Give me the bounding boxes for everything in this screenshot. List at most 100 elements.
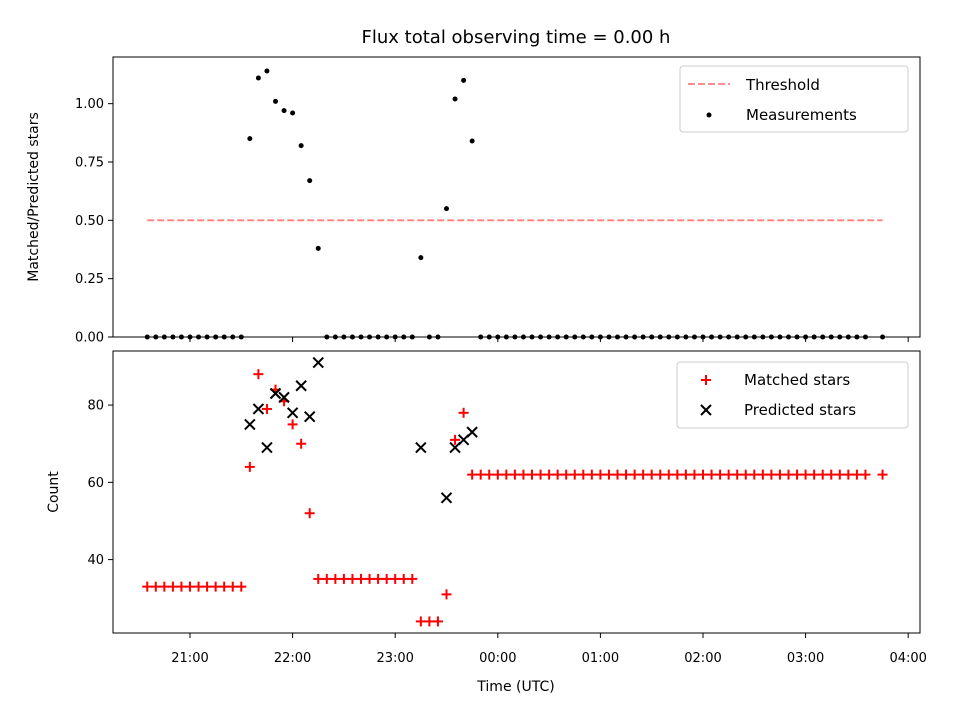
matched-star-point — [159, 581, 170, 592]
matched-star-point — [851, 469, 862, 480]
matched-star-point — [732, 469, 743, 480]
bottom-y-tick-label: 80 — [87, 399, 104, 414]
matched-star-point — [783, 469, 794, 480]
matched-star-point — [364, 573, 375, 584]
top-y-tick-label: 0.25 — [75, 272, 104, 287]
measurement-point — [298, 143, 304, 149]
matched-star-point — [415, 616, 426, 627]
bottom-y-ticks: 40 60 80 — [87, 399, 113, 568]
matched-star-point — [193, 581, 204, 592]
matched-star-point — [715, 469, 726, 480]
matched-star-point — [261, 403, 272, 414]
legend-measurements-label: Measurements — [746, 106, 857, 124]
legend-matched-swatch — [701, 375, 711, 385]
matched-star-point — [202, 581, 213, 592]
matched-star-point — [817, 469, 828, 480]
bottom-y-axis-label: Count — [46, 471, 62, 513]
measurement-point — [461, 77, 467, 83]
matched-star-point — [860, 469, 871, 480]
predicted-star-point — [261, 441, 273, 454]
matched-star-point — [766, 469, 777, 480]
bottom-y-tick-label: 60 — [87, 476, 104, 491]
predicted-star-point — [269, 387, 282, 400]
measurement-point — [247, 136, 253, 142]
matched-star-point — [689, 469, 700, 480]
matched-star-point — [603, 469, 614, 480]
matched-star-point — [458, 407, 469, 418]
x-tick-label: 21:00 — [171, 651, 208, 666]
matched-star-point — [518, 469, 529, 480]
matched-star-point — [244, 461, 255, 472]
matched-star-point — [561, 469, 572, 480]
measurement-point — [290, 110, 296, 116]
x-tick-label: 01:00 — [582, 651, 619, 666]
matched-star-point — [210, 581, 221, 592]
top-y-tick-label: 0.50 — [75, 214, 104, 229]
matched-star-point — [467, 469, 478, 480]
matched-star-point — [167, 581, 178, 592]
matched-star-point — [595, 469, 606, 480]
predicted-star-point — [466, 426, 478, 438]
bottom-plot-marks — [142, 356, 888, 627]
measurement-point — [444, 206, 449, 212]
matched-star-point — [800, 469, 811, 480]
measurement-point — [264, 68, 270, 74]
measurement-point — [255, 75, 261, 81]
matched-star-point — [698, 469, 708, 480]
matched-star-point — [723, 469, 734, 480]
matched-star-point — [347, 573, 358, 584]
x-tick-label: 04:00 — [889, 651, 926, 666]
x-tick-label: 22:00 — [274, 651, 311, 666]
matched-star-point — [826, 469, 837, 480]
measurement-point — [307, 178, 313, 184]
matched-star-point — [330, 573, 341, 584]
bottom-panel: Count Time (UTC) 40 60 80 21:00 22:00 23:00 0… — [46, 350, 927, 695]
top-plot-marks — [144, 68, 886, 340]
predicted-star-point — [303, 410, 316, 423]
matched-star-point — [432, 616, 443, 627]
bottom-legend: Matched stars Predicted stars — [676, 361, 909, 429]
top-y-tick-label: 0.75 — [75, 156, 104, 171]
matched-star-point — [475, 469, 486, 480]
matched-star-point — [586, 469, 597, 480]
legend-threshold-label: Threshold — [745, 76, 820, 94]
predicted-star-point — [415, 441, 427, 454]
x-tick-label: 03:00 — [787, 651, 824, 666]
matched-star-point — [501, 469, 512, 480]
measurement-point — [315, 245, 321, 251]
bottom-axes-frame — [112, 350, 921, 634]
measurement-point — [273, 98, 278, 104]
matched-star-point — [492, 469, 503, 480]
matched-star-point — [544, 469, 555, 480]
matched-star-point — [552, 469, 563, 480]
matched-star-point — [176, 581, 187, 592]
legend-predicted-label: Predicted stars — [744, 401, 856, 419]
bottom-x-ticks: 21:00 22:00 23:00 00:00 01:00 02:00 03:00 04:00 — [171, 633, 927, 666]
matched-star-point — [646, 469, 657, 480]
matched-star-point — [390, 573, 401, 584]
matched-star-point — [672, 469, 683, 480]
matched-star-point — [150, 581, 161, 592]
predicted-star-point — [244, 418, 256, 431]
measurement-point — [469, 138, 475, 144]
matched-star-point — [535, 469, 546, 480]
matched-star-point — [774, 469, 785, 480]
bottom-legend-box — [676, 361, 909, 429]
top-legend-box — [679, 65, 909, 133]
predicted-star-point — [440, 492, 453, 504]
matched-star-point — [749, 469, 760, 480]
matched-star-point — [621, 469, 632, 480]
matched-star-point — [792, 469, 803, 480]
legend-matched-label: Matched stars — [744, 371, 850, 389]
matched-star-point — [809, 469, 820, 480]
matched-star-point — [407, 573, 418, 584]
matched-star-point — [629, 469, 640, 480]
matched-star-point — [450, 434, 461, 445]
matched-star-point — [484, 469, 495, 480]
measurement-point — [452, 96, 458, 102]
matched-star-point — [569, 469, 580, 480]
matched-star-point — [441, 589, 452, 600]
matched-star-point — [578, 469, 589, 480]
matched-star-point — [877, 469, 888, 480]
